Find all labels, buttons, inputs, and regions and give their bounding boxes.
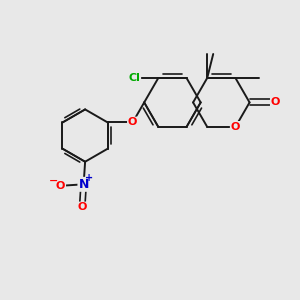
Text: O: O bbox=[128, 118, 137, 128]
Text: +: + bbox=[85, 173, 93, 183]
Text: Cl: Cl bbox=[128, 73, 140, 83]
Text: O: O bbox=[271, 98, 280, 107]
Text: O: O bbox=[77, 202, 87, 212]
Text: −: − bbox=[49, 176, 58, 186]
Text: N: N bbox=[78, 178, 89, 191]
Text: O: O bbox=[56, 181, 65, 191]
Text: O: O bbox=[231, 122, 240, 132]
